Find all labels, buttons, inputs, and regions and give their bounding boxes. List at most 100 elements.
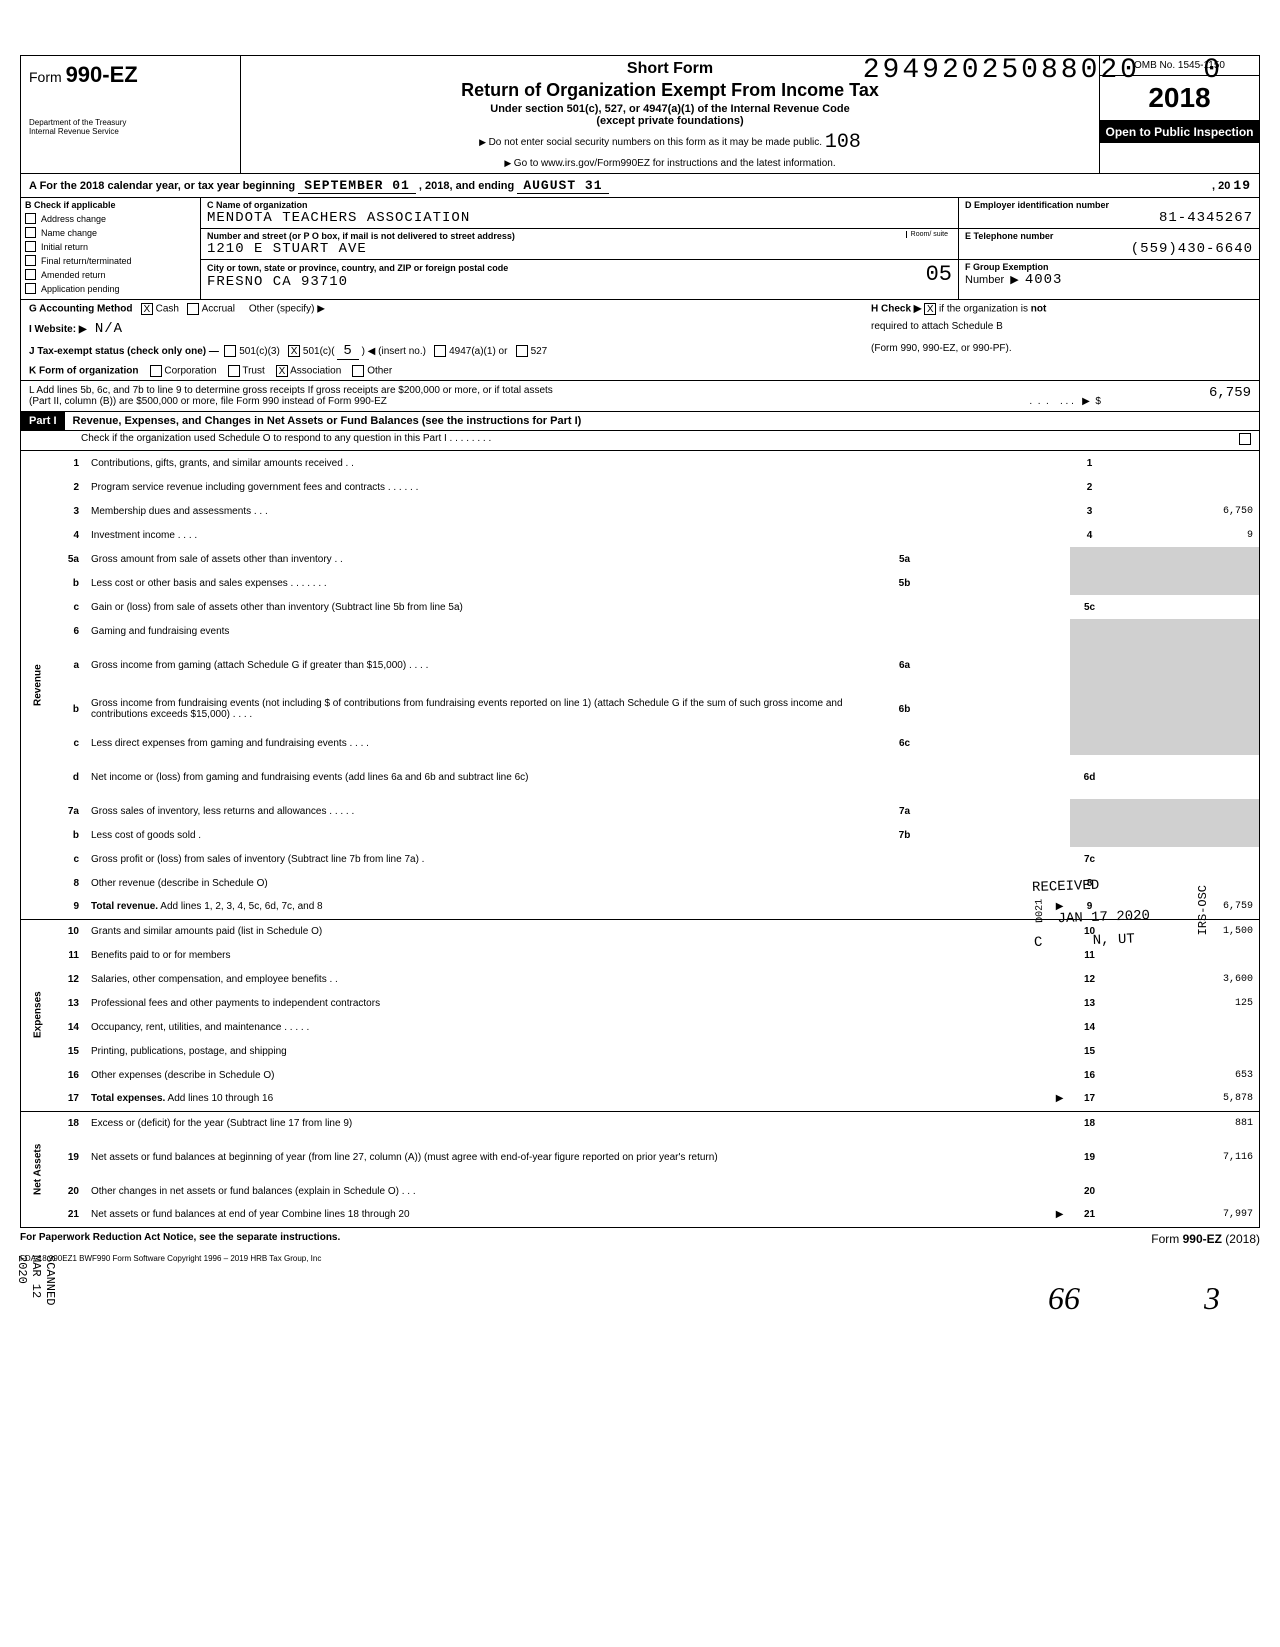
checkbox-accrual[interactable] (187, 303, 199, 315)
checkbox-501c[interactable]: X (288, 345, 300, 357)
right-line-value: 5,878 (1110, 1087, 1260, 1111)
line-number: b (55, 823, 85, 847)
side-label-net: Net Assets (21, 1111, 56, 1227)
mid-line-number: 6b (880, 687, 930, 731)
checkbox-501c3[interactable] (224, 345, 236, 357)
table-row: bLess cost or other basis and sales expe… (21, 571, 1260, 595)
table-row: Net Assets18Excess or (deficit) for the … (21, 1111, 1260, 1135)
signature-66: 66 (1048, 1280, 1080, 1317)
checkbox-pending[interactable] (25, 283, 36, 294)
checkbox-initial-return[interactable] (25, 241, 36, 252)
k-label: K Form of organization (29, 366, 138, 377)
line-desc: Excess or (deficit) for the year (Subtra… (85, 1111, 1070, 1135)
group-number-label: Number (965, 274, 1004, 286)
h-text: if the organization is not (939, 304, 1046, 315)
table-row: 2Program service revenue including gover… (21, 475, 1260, 499)
chk-label: Initial return (41, 242, 88, 252)
period-begin: SEPTEMBER 01 (298, 178, 416, 194)
table-row: 21Net assets or fund balances at end of … (21, 1203, 1260, 1227)
checkbox-schedule-o[interactable] (1239, 433, 1251, 445)
line-number: d (55, 755, 85, 799)
table-row: aGross income from gaming (attach Schedu… (21, 643, 1260, 687)
line-number: 6 (55, 619, 85, 643)
mid-line-number: 6a (880, 643, 930, 687)
right-line-number: 6d (1070, 755, 1110, 799)
right-line-number: 13 (1070, 991, 1110, 1015)
line-desc: Less direct expenses from gaming and fun… (85, 731, 880, 755)
right-line-number: 4 (1070, 523, 1110, 547)
form-id-box: Form 990-EZ Department of the Treasury I… (21, 56, 241, 173)
line-desc: Other expenses (describe in Schedule O) (85, 1063, 1070, 1087)
mid-line-value (930, 547, 1070, 571)
checkbox-527[interactable] (516, 345, 528, 357)
checkbox-4947[interactable] (434, 345, 446, 357)
k-trust: Trust (242, 366, 264, 377)
line-number: 12 (55, 967, 85, 991)
chk-label: Name change (41, 228, 97, 238)
checkbox-other[interactable] (352, 365, 364, 377)
right-line-number: 20 (1070, 1179, 1110, 1203)
checkbox-assoc[interactable]: X (276, 365, 288, 377)
right-line-value: 6,750 (1110, 499, 1260, 523)
line-number: 18 (55, 1111, 85, 1135)
line-desc: Gross profit or (loss) from sales of inv… (85, 847, 1070, 871)
ssn-warning: Do not enter social security numbers on … (479, 137, 822, 148)
period-end: AUGUST 31 (517, 178, 608, 194)
row-k: K Form of organization Corporation Trust… (21, 362, 1259, 380)
checkbox-address-change[interactable] (25, 213, 36, 224)
table-row: 4Investment income . . . .49 (21, 523, 1260, 547)
section-b-header: B Check if applicable (25, 200, 116, 210)
subtitle-2: (except private foundations) (249, 115, 1091, 127)
checkbox-final-return[interactable] (25, 255, 36, 266)
group-exempt-label: F Group Exemption (965, 262, 1253, 272)
group-number: 4003 (1025, 272, 1063, 288)
checkbox-corp[interactable] (150, 365, 162, 377)
g-accrual: Accrual (202, 304, 235, 315)
part1-label: Part I (21, 412, 65, 430)
dept-irs: Internal Revenue Service (29, 127, 232, 136)
line-desc: Salaries, other compensation, and employ… (85, 967, 1070, 991)
checkbox-name-change[interactable] (25, 227, 36, 238)
table-row: 14Occupancy, rent, utilities, and mainte… (21, 1015, 1260, 1039)
right-line-number: 18 (1070, 1111, 1110, 1135)
section-c: C Name of organization MENDOTA TEACHERS … (201, 198, 959, 299)
phone-label: E Telephone number (965, 231, 1253, 241)
subtitle-1: Under section 501(c), 527, or 4947(a)(1)… (249, 103, 1091, 115)
table-row: cGain or (loss) from sale of assets othe… (21, 595, 1260, 619)
mid-line-value (930, 643, 1070, 687)
line-number: a (55, 643, 85, 687)
l-amount: 6,759 (1101, 385, 1251, 407)
received-stamp: RECEIVED D021 JAN 17 2020 C N, UT (1032, 873, 1151, 954)
h-text-cont: required to attach Schedule B (871, 321, 1251, 337)
city-state-zip: FRESNO CA 93710 (207, 274, 952, 290)
mid-line-value (930, 799, 1070, 823)
mid-line-value (930, 687, 1070, 731)
table-row: 5aGross amount from sale of assets other… (21, 547, 1260, 571)
right-line-number: 12 (1070, 967, 1110, 991)
right-num-shade (1070, 571, 1110, 595)
footer: For Paperwork Reduction Act Notice, see … (20, 1228, 1260, 1250)
side-label-exp: Expenses (21, 919, 56, 1111)
form-page: 29492025088020 0 SCANNED MAR 12 2020 For… (20, 55, 1260, 1267)
checkbox-h[interactable]: X (924, 303, 936, 315)
right-val-shade (1110, 547, 1260, 571)
i-label: I Website: ▶ (29, 324, 87, 335)
checkbox-trust[interactable] (228, 365, 240, 377)
line-desc: Gross income from gaming (attach Schedul… (85, 643, 880, 687)
table-row: dNet income or (loss) from gaming and fu… (21, 755, 1260, 799)
row-l: L Add lines 5b, 6c, and 7b to line 9 to … (21, 380, 1259, 411)
right-line-number: 3 (1070, 499, 1110, 523)
goto-url: Go to www.irs.gov/Form990EZ for instruct… (249, 158, 1091, 169)
section-b: B Check if applicable Address change Nam… (21, 198, 201, 299)
table-row: 17Total expenses. Add lines 10 through 1… (21, 1087, 1260, 1111)
h-text-cont2: (Form 990, 990-EZ, or 990-PF). (871, 343, 1251, 359)
row-a-mid: , 2018, and ending (419, 180, 514, 192)
line-number: 13 (55, 991, 85, 1015)
part1-title: Revenue, Expenses, and Changes in Net As… (65, 412, 1259, 430)
checkbox-cash[interactable]: X (141, 303, 153, 315)
checkbox-amended[interactable] (25, 269, 36, 280)
line-number: 21 (55, 1203, 85, 1227)
right-line-number: 5c (1070, 595, 1110, 619)
phone-value: (559)430-6640 (965, 241, 1253, 257)
irs-osc-stamp: IRS-OSC (1196, 885, 1210, 935)
